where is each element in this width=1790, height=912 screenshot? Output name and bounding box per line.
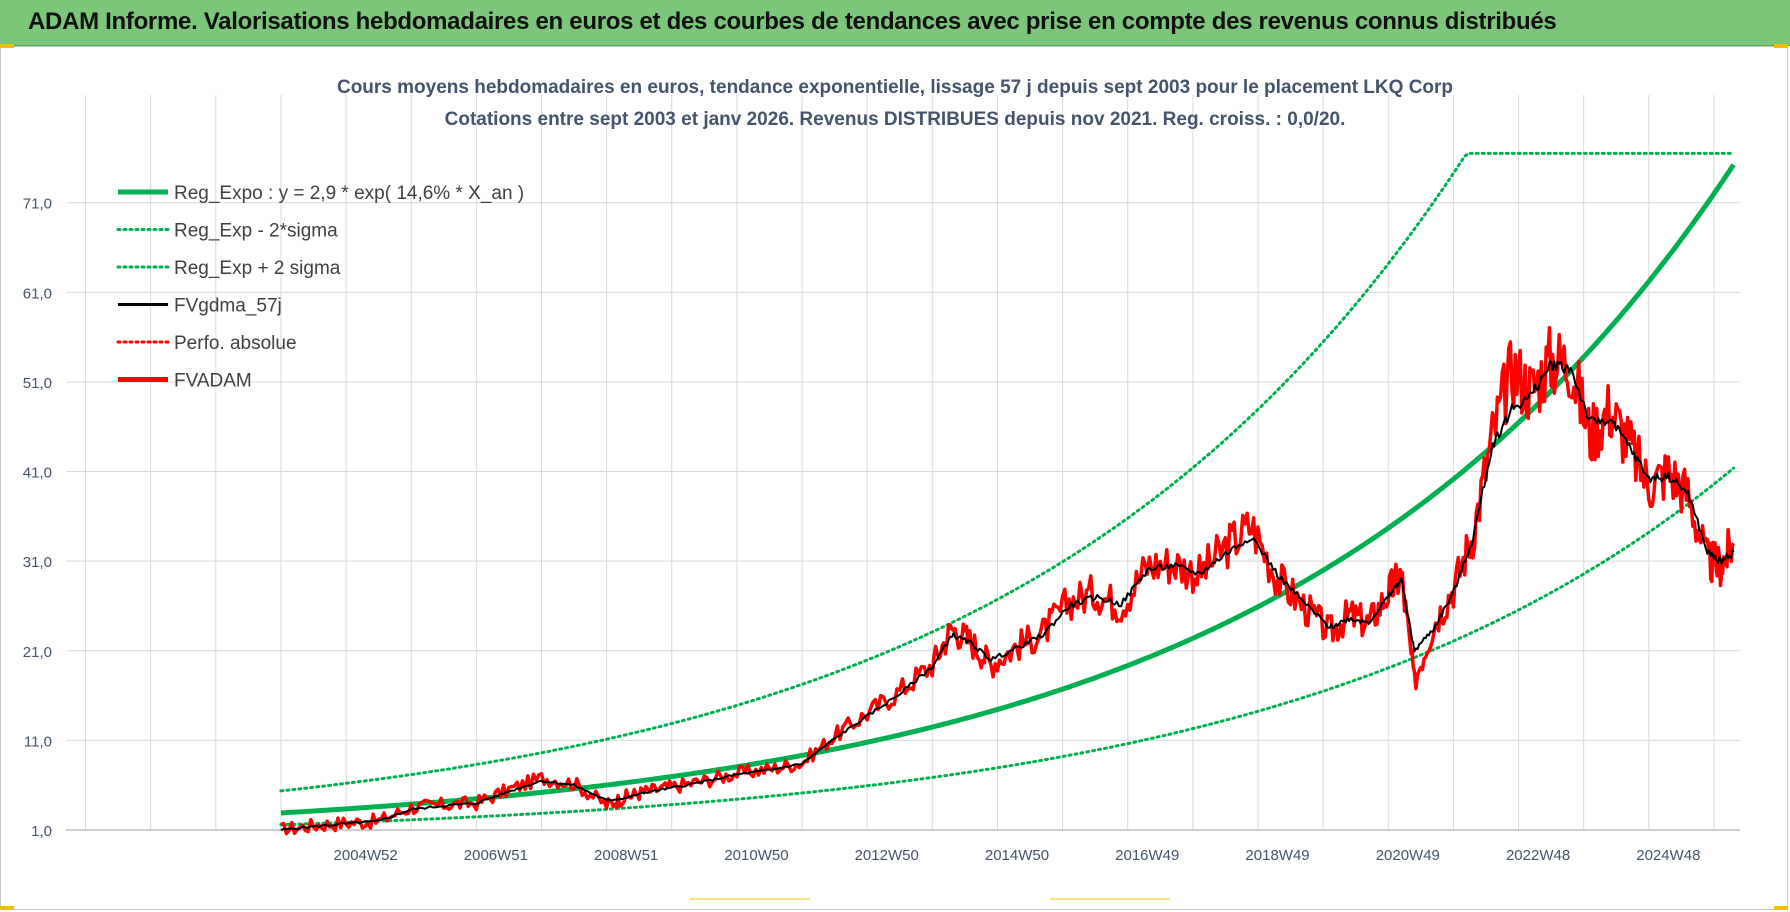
x-tick-label: 2022W48: [1506, 847, 1570, 864]
chart-title-line2: Cotations entre sept 2003 et janv 2026. …: [445, 109, 1346, 130]
legend-label-4: Perfo. absolue: [174, 333, 297, 354]
x-tick-label: 2004W52: [334, 847, 398, 864]
legend-label-3: FVgdma_57j: [174, 296, 282, 317]
y-tick-label: 71,0: [23, 196, 52, 213]
corner-mark-bottom-right: [1774, 906, 1788, 910]
x-axis-ticks: 2004W52 2006W51 2008W51 2010W50 2012W50 2014W…: [334, 847, 1701, 864]
corner-mark-bottom-left: [0, 906, 14, 910]
y-axis-ticks: 1,0 11,0 21,0 31,0 41,0 51,0 61,0 71,0: [23, 196, 52, 840]
y-tick-label: 51,0: [23, 375, 52, 392]
regression-line: [280, 163, 1736, 816]
x-tick-label: 2010W50: [724, 847, 788, 864]
fvgdma-line: [280, 360, 1735, 832]
y-tick-label: 1,0: [31, 823, 52, 840]
y-tick-label: 41,0: [23, 465, 52, 482]
y-tick-label: 21,0: [23, 644, 52, 661]
series-group: [279, 151, 1736, 836]
title-banner: ADAM Informe. Valorisations hebdomadaire…: [0, 0, 1790, 46]
x-tick-label: 2014W50: [985, 847, 1049, 864]
chart-title-line1: Cours moyens hebdomadaires en euros, ten…: [337, 77, 1453, 98]
upper-sigma-line: [279, 151, 1735, 793]
bottom-mark-1: [690, 898, 810, 900]
x-tick-label: 2020W49: [1376, 847, 1440, 864]
y-tick-label: 31,0: [23, 554, 52, 571]
banner-title: ADAM Informe. Valorisations hebdomadaire…: [28, 8, 1557, 35]
bottom-mark-2: [1050, 898, 1170, 900]
legend: Reg_Expo : y = 2,9 * exp( 14,6% * X_an )…: [116, 183, 524, 392]
x-tick-label: 2016W49: [1115, 847, 1179, 864]
x-tick-label: 2012W50: [855, 847, 919, 864]
corner-mark-top-right: [1774, 44, 1788, 48]
x-tick-label: 2018W49: [1245, 847, 1309, 864]
y-tick-label: 61,0: [23, 285, 52, 302]
x-tick-label: 2024W48: [1636, 847, 1700, 864]
x-tick-label: 2008W51: [594, 847, 658, 864]
legend-label-1: Reg_Exp - 2*sigma: [174, 221, 338, 242]
lower-sigma-line: [279, 466, 1735, 827]
legend-label-2: Reg_Exp + 2 sigma: [174, 258, 341, 279]
legend-label-5: FVADAM: [174, 371, 252, 392]
x-tick-label: 2006W51: [464, 847, 528, 864]
legend-label-0: Reg_Expo : y = 2,9 * exp( 14,6% * X_an ): [174, 183, 524, 204]
fvadam-line: [280, 325, 1736, 836]
chart-frame: [0, 46, 1788, 910]
y-tick-label: 11,0: [24, 733, 52, 750]
corner-mark-top-left: [0, 44, 14, 48]
